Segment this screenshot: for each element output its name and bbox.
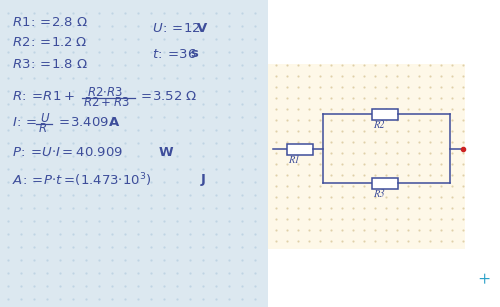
Text: R2: R2: [373, 121, 384, 130]
Text: $t\!:=\!36$: $t\!:=\!36$: [152, 48, 196, 60]
Bar: [268, 64, 465, 249]
Text: $R3\!:=\!1.8\ \Omega$: $R3\!:=\!1.8\ \Omega$: [12, 57, 88, 71]
Text: $\mathbf{W}$: $\mathbf{W}$: [158, 146, 174, 158]
Text: $\mathbf{J}$: $\mathbf{J}$: [200, 172, 206, 188]
Text: $\mathbf{s}$: $\mathbf{s}$: [190, 48, 199, 60]
Text: +: +: [478, 271, 490, 287]
Bar: [287, 143, 313, 154]
Bar: [372, 177, 398, 188]
Text: $A\!:=\!P{\cdot}t=\!\left(1.473{\cdot}10^3\right)$: $A\!:=\!P{\cdot}t=\!\left(1.473{\cdot}10…: [12, 171, 151, 189]
Text: $U\!:=\!12$: $U\!:=\!12$: [152, 22, 201, 36]
Text: $\mathbf{A}$: $\mathbf{A}$: [108, 116, 120, 130]
Text: $R2\!:=\!1.2\ \Omega$: $R2\!:=\!1.2\ \Omega$: [12, 37, 88, 49]
Text: $U$: $U$: [40, 112, 50, 126]
Text: $R2{\cdot}R3$: $R2{\cdot}R3$: [87, 86, 123, 99]
Text: $I\!:=$: $I\!:=$: [12, 116, 38, 130]
Bar: [268, 0, 465, 64]
Text: R3: R3: [373, 189, 384, 200]
Bar: [268, 249, 500, 307]
Text: $=\!3.52\ \Omega$: $=\!3.52\ \Omega$: [138, 91, 198, 103]
Bar: [465, 0, 500, 307]
Text: $P\!:=\!U{\cdot}I=40.909$: $P\!:=\!U{\cdot}I=40.909$: [12, 146, 123, 158]
Text: $R1\!:=\!2.8\ \Omega$: $R1\!:=\!2.8\ \Omega$: [12, 15, 88, 29]
Text: $\mathbf{V}$: $\mathbf{V}$: [196, 22, 208, 36]
Text: $R$: $R$: [38, 122, 47, 134]
Text: R1: R1: [288, 156, 300, 165]
Text: $=\!3.409$: $=\!3.409$: [56, 116, 109, 130]
Text: $R\!:=\!R1+$: $R\!:=\!R1+$: [12, 91, 74, 103]
Text: $R2+R3$: $R2+R3$: [83, 96, 130, 110]
Bar: [372, 108, 398, 119]
